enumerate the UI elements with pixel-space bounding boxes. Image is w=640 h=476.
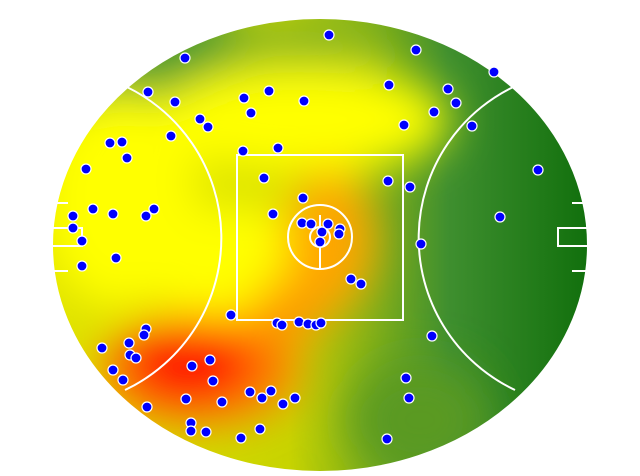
point [207, 375, 219, 387]
point [130, 352, 142, 364]
point [488, 66, 500, 78]
point [333, 228, 345, 240]
point [305, 218, 317, 230]
point [426, 330, 438, 342]
point [194, 113, 206, 125]
point [67, 222, 79, 234]
point [169, 96, 181, 108]
point [410, 44, 422, 56]
point [428, 106, 440, 118]
point [76, 260, 88, 272]
point [442, 83, 454, 95]
point [238, 92, 250, 104]
point [180, 393, 192, 405]
point [314, 236, 326, 248]
point [256, 392, 268, 404]
point [254, 423, 266, 435]
point [263, 85, 275, 97]
point [272, 142, 284, 154]
point [244, 386, 256, 398]
point [96, 342, 108, 354]
point [345, 273, 357, 285]
point [383, 79, 395, 91]
point [107, 208, 119, 220]
point [107, 364, 119, 376]
point [381, 433, 393, 445]
point [117, 374, 129, 386]
point [186, 360, 198, 372]
point [141, 401, 153, 413]
point [123, 337, 135, 349]
point [204, 354, 216, 366]
point [200, 426, 212, 438]
point [322, 218, 334, 230]
point [148, 203, 160, 215]
point [415, 238, 427, 250]
point [289, 392, 301, 404]
point [237, 145, 249, 157]
point [298, 95, 310, 107]
point [398, 119, 410, 131]
point [202, 121, 214, 133]
point [297, 192, 309, 204]
point [87, 203, 99, 215]
point [225, 309, 237, 321]
point [355, 278, 367, 290]
point [80, 163, 92, 175]
point [76, 235, 88, 247]
point [277, 398, 289, 410]
point [67, 210, 79, 222]
point [532, 164, 544, 176]
point [165, 130, 177, 142]
point [110, 252, 122, 264]
point [404, 181, 416, 193]
point [185, 425, 197, 437]
point [403, 392, 415, 404]
point [258, 172, 270, 184]
point [466, 120, 478, 132]
point [140, 210, 152, 222]
point [245, 107, 257, 119]
point [216, 396, 228, 408]
point [142, 86, 154, 98]
point [179, 52, 191, 64]
point [382, 175, 394, 187]
point [116, 136, 128, 148]
point [276, 319, 288, 331]
point [293, 316, 305, 328]
point [494, 211, 506, 223]
point [235, 432, 247, 444]
point [121, 152, 133, 164]
point [267, 208, 279, 220]
point [316, 226, 328, 238]
point [104, 137, 116, 149]
point [315, 317, 327, 329]
point [400, 372, 412, 384]
point [265, 385, 277, 397]
point [450, 97, 462, 109]
point [323, 29, 335, 41]
point [138, 329, 150, 341]
